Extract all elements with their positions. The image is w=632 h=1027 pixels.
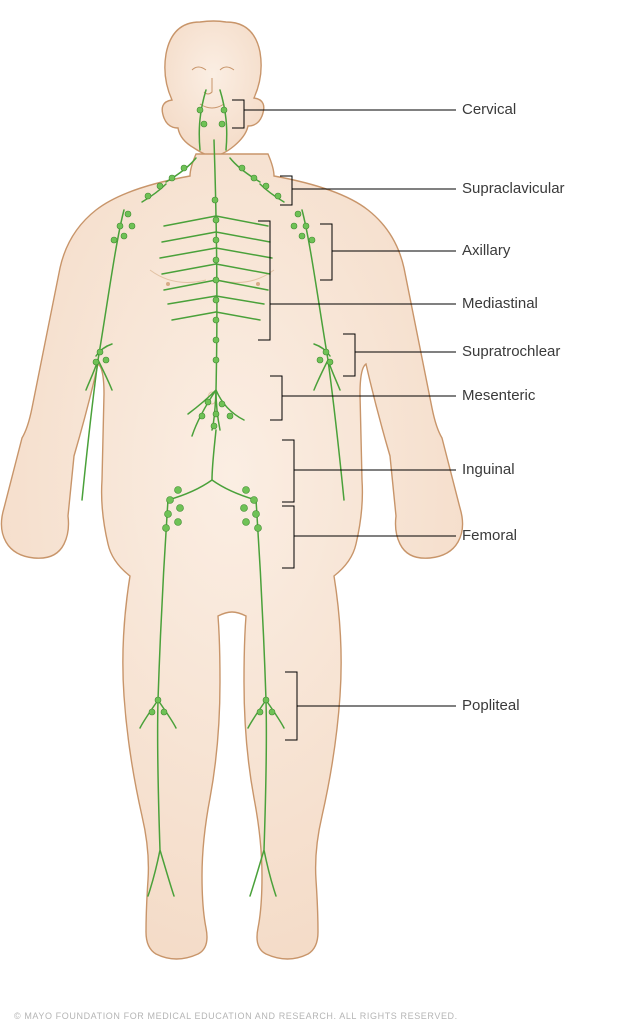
label-supratrochlear: Supratrochlear [462,343,560,360]
label-popliteal: Popliteal [462,697,520,714]
anatomy-figure [0,0,632,1027]
leader-cervical [232,100,456,128]
label-mediastinal: Mediastinal [462,295,538,312]
label-mesenteric: Mesenteric [462,387,535,404]
copyright-footer: © MAYO FOUNDATION FOR MEDICAL EDUCATION … [14,1011,458,1021]
label-axillary: Axillary [462,242,510,259]
label-supraclavicular: Supraclavicular [462,180,565,197]
diagram-stage: Cervical Supraclavicular Axillary Mediastin… [0,0,632,1027]
label-femoral: Femoral [462,527,517,544]
label-cervical: Cervical [462,101,516,118]
label-inguinal: Inguinal [462,461,515,478]
body-outline [1,21,462,959]
